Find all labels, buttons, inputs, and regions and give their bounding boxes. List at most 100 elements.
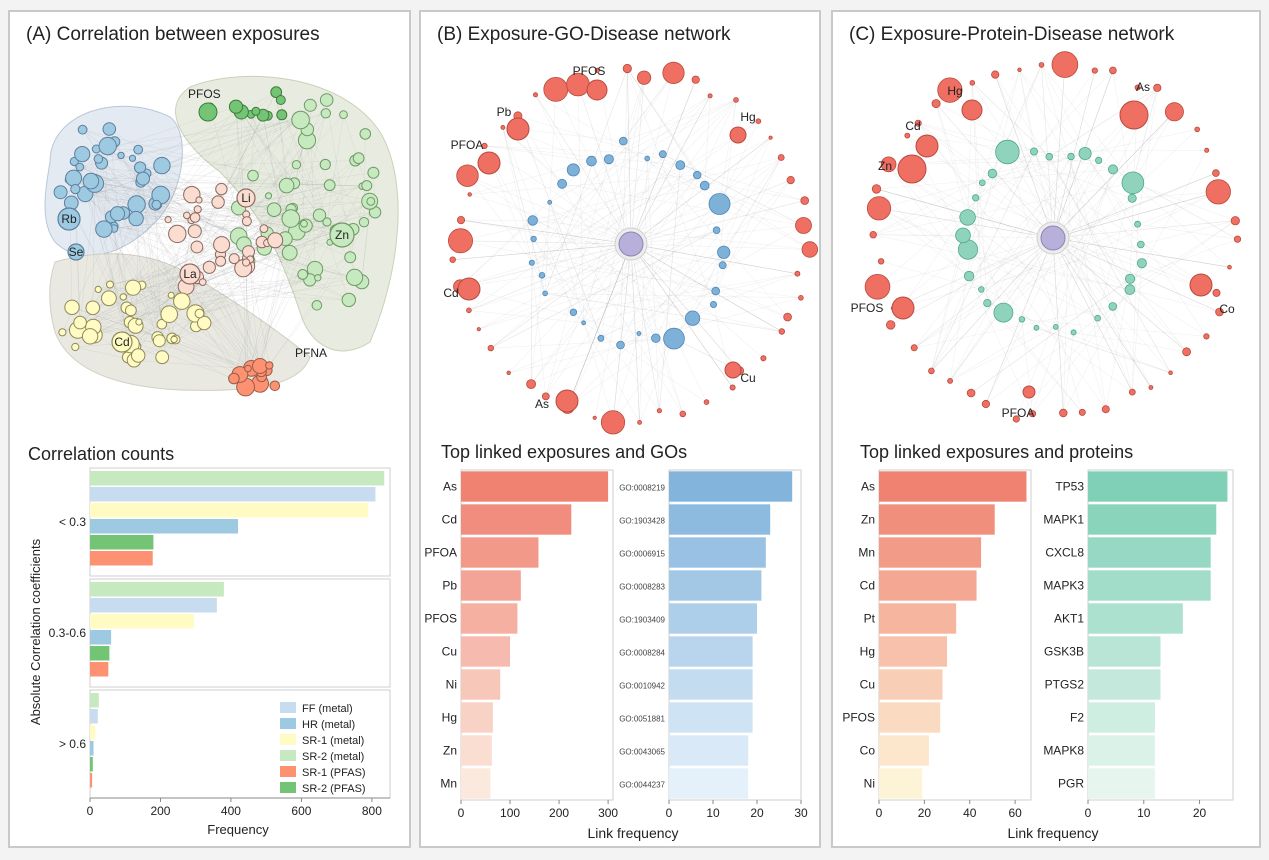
network-edge (247, 158, 359, 369)
inner-node (709, 300, 717, 308)
network-edge (62, 243, 245, 333)
exposure-node (1012, 415, 1020, 423)
network-edge (82, 129, 249, 369)
network-node (198, 278, 207, 287)
network-node (133, 144, 144, 155)
network-edge (949, 326, 1056, 382)
network-node (94, 285, 102, 293)
exposure-node (637, 70, 652, 85)
node-pfos (891, 296, 915, 320)
inner-node (569, 308, 578, 316)
network-node (75, 162, 85, 172)
network-node (117, 151, 125, 160)
network-edge (1132, 224, 1138, 393)
exposure-node (1182, 347, 1192, 357)
network-edge (275, 92, 287, 186)
network-edge (161, 165, 261, 384)
exposure-node (703, 399, 710, 405)
bar-ni (879, 768, 923, 799)
bar-sr-1-metal- (90, 614, 194, 629)
network-edge (533, 95, 711, 240)
network-edge (1052, 237, 1220, 313)
network-node (314, 274, 322, 282)
network-edge (967, 70, 1096, 250)
network-edge (962, 69, 1020, 236)
bar-sr-2-pfas- (90, 535, 154, 550)
label-cd: Cd (905, 119, 920, 133)
network-edge (630, 95, 711, 245)
network-edge (630, 79, 696, 245)
exposure-node (768, 135, 773, 140)
network-edge (171, 279, 310, 296)
bar-go-0008283 (669, 570, 762, 601)
network-edge (1019, 69, 1138, 225)
y-tick-label: Hg (442, 711, 457, 725)
network-edge (620, 297, 801, 346)
network-edge (113, 225, 306, 229)
network-node (128, 154, 137, 162)
network-edge (949, 156, 1072, 382)
network-edge (630, 243, 640, 423)
x-tick-label: 0 (876, 806, 883, 820)
exposure-node (1134, 84, 1141, 91)
network-node (102, 122, 117, 136)
label-la: La (183, 267, 197, 281)
y-tick-label: > 0.6 (59, 737, 86, 751)
network-edge (627, 68, 632, 245)
network-edge (630, 77, 645, 245)
bar-cd (461, 504, 572, 535)
exposure-node (600, 410, 626, 435)
network-node (109, 206, 126, 222)
label-pfos: PFOS (851, 301, 884, 315)
network-edge (1137, 223, 1238, 240)
network-node (281, 209, 301, 228)
network-edge (890, 237, 1054, 326)
x-tick-label: 0 (458, 806, 465, 820)
network-node (228, 99, 244, 114)
network-edge (612, 333, 640, 423)
network-edge (992, 173, 1217, 294)
network-edge (155, 203, 205, 324)
network-edge (1052, 237, 1187, 353)
network-node (300, 219, 308, 228)
y-tick-label: Cd (442, 513, 457, 527)
network-edge (949, 160, 1099, 382)
y-tick-label: PGR (1058, 777, 1084, 791)
inner-node (1124, 273, 1136, 284)
network-edge (68, 179, 349, 301)
y-tick-label: MAPK3 (1043, 579, 1084, 593)
exposure-node (1233, 235, 1242, 243)
network-edge (89, 262, 247, 337)
inner-node (1018, 316, 1026, 323)
network-edge (549, 99, 737, 203)
network-edge (630, 95, 711, 245)
network-edge (502, 127, 546, 294)
y-tick-label: Ni (446, 678, 457, 692)
bar-ff-metal- (90, 598, 217, 613)
bar-tp53 (1088, 471, 1228, 502)
network-edge (987, 302, 1171, 374)
network-node (131, 348, 146, 363)
exposure-node (449, 256, 456, 263)
network-edge (262, 115, 290, 253)
network-edge (531, 120, 759, 264)
bar-sr-1-pfas- (90, 662, 109, 677)
network-edge (931, 235, 964, 371)
network-edge (71, 113, 326, 204)
network-node (320, 108, 331, 119)
network-node (189, 212, 201, 223)
inner-node (1045, 152, 1054, 161)
network-edge (873, 182, 1133, 235)
inner-node (1078, 146, 1092, 160)
exposure-node (794, 270, 801, 277)
y-tick-label: Cu (442, 645, 457, 659)
label-hg: Hg (947, 84, 962, 98)
network-edge (533, 238, 660, 411)
network-edge (82, 129, 252, 369)
network-edge (931, 237, 1054, 372)
network-edge (1049, 156, 1171, 373)
network-edge (873, 151, 1035, 235)
network-edge (531, 72, 674, 263)
node-rb (57, 207, 81, 231)
network-edge (638, 157, 782, 334)
